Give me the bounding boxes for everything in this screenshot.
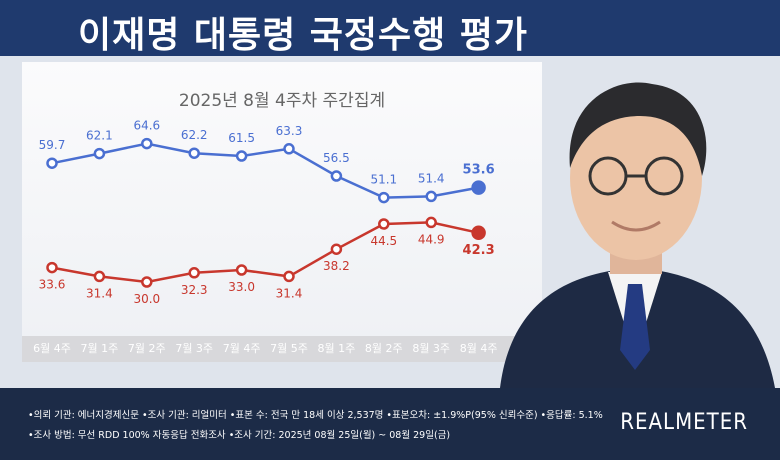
data-point-1-5 — [283, 270, 295, 283]
data-label-0-0: 59.7 — [39, 138, 66, 152]
data-point-0-1 — [93, 147, 106, 160]
data-point-0-0 — [46, 157, 58, 169]
data-label-1-7: 44.5 — [370, 234, 397, 248]
footer: •의뢰 기관: 에너지경제신문 •조사 기관: 리얼미터 •표본 수: 전국 만… — [0, 388, 780, 460]
data-label-1-2: 30.0 — [133, 292, 160, 306]
x-tick-label: 8월 3주 — [412, 342, 451, 355]
data-label-1-1: 31.4 — [86, 286, 113, 300]
x-tick-label: 7월 2주 — [127, 342, 166, 355]
survey-notes-line2: •조사 방법: 무선 RDD 100% 자동응답 전화조사 •조사 기간: 20… — [28, 430, 451, 441]
line-chart: 59.7 62.1 64.6 62.2 61.5 63.3 56.5 51.1 51.4 53.6… — [39, 119, 495, 306]
data-point-1-2 — [141, 276, 153, 288]
survey-notes-line1: •의뢰 기관: 에너지경제신문 •조사 기관: 리얼미터 •표본 수: 전국 만… — [28, 410, 603, 421]
x-axis: 6월 4주 7월 1주 7월 2주 7월 3주 7월 4주 7월 5주 8월 1주 8월 2주… — [22, 336, 542, 362]
data-point-1-4 — [235, 264, 248, 276]
data-point-0-9 — [471, 180, 486, 195]
data-label-1-3: 32.3 — [181, 283, 208, 297]
data-label-0-7: 51.1 — [370, 173, 397, 187]
data-point-0-3 — [188, 147, 200, 159]
data-point-0-7 — [378, 191, 390, 204]
data-point-1-6 — [330, 243, 343, 255]
data-point-0-8 — [425, 190, 437, 203]
series-line-0 — [51, 142, 479, 199]
x-tick-label: 8월 1주 — [317, 342, 356, 355]
data-label-1-9: 42.3 — [463, 243, 495, 258]
data-label-0-3: 62.2 — [181, 128, 208, 142]
data-label-1-5: 31.4 — [276, 286, 303, 300]
series-line-1 — [51, 221, 479, 284]
survey-notes: •의뢰 기관: 에너지경제신문 •조사 기관: 리얼미터 •표본 수: 전국 만… — [28, 406, 603, 446]
data-label-0-2: 64.6 — [133, 119, 160, 133]
x-tick-label: 7월 1주 — [80, 342, 119, 355]
data-point-0-6 — [330, 170, 343, 182]
data-point-1-9 — [471, 225, 486, 241]
data-point-1-8 — [425, 216, 437, 229]
x-tick-label: 8월 2주 — [364, 342, 403, 355]
data-point-0-4 — [235, 150, 248, 162]
chart-panel: 2025년 8월 4주차 주간집계 59.7 62.1 64.6 62.2 61.5 63… — [22, 62, 542, 362]
x-tick-label: 7월 4주 — [222, 342, 261, 355]
x-tick-label: 7월 3주 — [175, 342, 214, 355]
x-tick-label: 7월 5주 — [270, 342, 308, 355]
data-label-0-5: 63.3 — [276, 124, 303, 138]
data-point-1-7 — [378, 218, 390, 230]
x-tick-label: 8월 4주 — [459, 342, 498, 355]
data-point-0-2 — [141, 137, 153, 150]
page-title: 이재명 대통령 국정수행 평가 — [78, 15, 529, 56]
data-label-1-8: 44.9 — [418, 232, 445, 246]
president-photo — [500, 82, 775, 388]
x-tick-label: 6월 4주 — [33, 342, 71, 355]
data-label-0-9: 53.6 — [463, 163, 495, 178]
data-point-1-1 — [93, 270, 106, 283]
data-point-1-3 — [188, 267, 200, 279]
data-label-1-0: 33.6 — [39, 278, 66, 292]
chart-title: 2025년 8월 4주차 주간집계 — [178, 91, 386, 111]
data-label-0-4: 61.5 — [228, 131, 255, 145]
data-label-0-8: 51.4 — [418, 171, 445, 185]
data-point-0-5 — [283, 143, 295, 155]
data-label-0-6: 56.5 — [323, 151, 350, 165]
data-label-1-6: 38.2 — [323, 259, 350, 273]
data-point-1-0 — [46, 261, 58, 274]
data-label-0-1: 62.1 — [86, 129, 113, 143]
brand-logo: REALMETER — [620, 410, 748, 435]
header-banner: 이재명 대통령 국정수행 평가 — [0, 0, 780, 56]
data-label-1-4: 33.0 — [228, 280, 255, 294]
